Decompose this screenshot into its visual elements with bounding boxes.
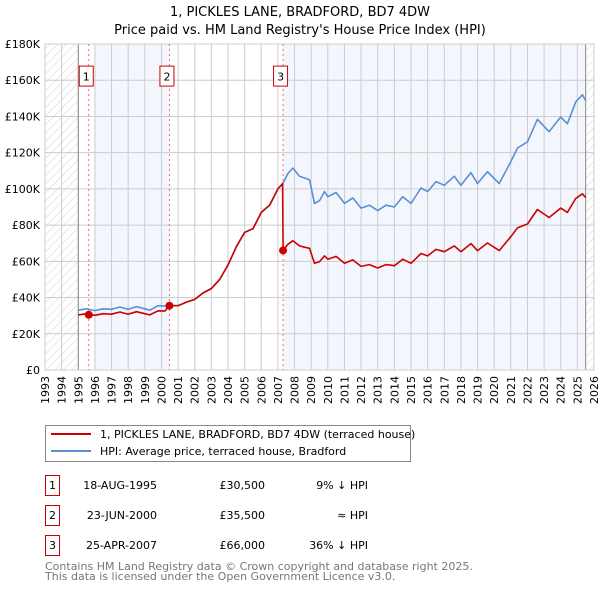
y-tick-label: £0 [26, 364, 40, 377]
x-tick-label: 2014 [388, 376, 401, 404]
x-tick-label: 1993 [39, 376, 52, 404]
x-tick-label: 2005 [239, 376, 252, 404]
row-id: 2 [49, 509, 56, 522]
sale-label-3: 3 [277, 71, 284, 84]
x-tick-label: 2020 [488, 376, 501, 404]
footer-licence: This data is licensed under the Open Gov… [44, 570, 395, 583]
y-tick-label: £60K [12, 255, 41, 268]
footer-copyright: Contains HM Land Registry data © Crown c… [45, 560, 473, 573]
y-tick-label: £140K [5, 110, 41, 123]
x-tick-label: 1998 [122, 376, 135, 404]
x-tick-label: 2001 [172, 376, 185, 404]
grid-lines [44, 43, 595, 371]
sales-table: 1 18-AUG-1995 £30,500 9% ↓ HPI 2 23-JUN-… [45, 475, 368, 556]
row-date: 25-APR-2007 [86, 539, 157, 552]
x-tick-label: 2022 [521, 376, 534, 404]
y-tick-label: £100K [5, 183, 41, 196]
sale-label-box-3 [273, 65, 289, 87]
sale-point-3 [279, 246, 288, 255]
shaded-region [283, 44, 586, 370]
chart-subtitle: Price paid vs. HM Land Registry's House … [114, 23, 486, 38]
x-tick-label: 1999 [139, 376, 152, 404]
x-tick-label: 2013 [372, 376, 385, 404]
sale-label-2: 2 [163, 71, 170, 84]
x-tick-label: 2010 [322, 376, 335, 404]
y-tick-label: £120K [5, 147, 41, 160]
y-axis-ticks: £0 £20K £40K £60K £80K £100K £120K £140K £160K £1… [5, 38, 41, 377]
x-tick-label: 2009 [305, 376, 318, 404]
x-axis-ticks: 1993 1994 1995 1996 1997 1998 1999 2000 2001 2002… [39, 376, 600, 404]
x-tick-label: 2008 [289, 376, 302, 404]
x-tick-label: 2019 [472, 376, 485, 404]
row-price: £30,500 [220, 479, 266, 492]
row-price: £35,500 [220, 509, 266, 522]
x-tick-label: 2006 [255, 376, 268, 404]
row-date: 18-AUG-1995 [83, 479, 157, 492]
chart-title: 1, PICKLES LANE, BRADFORD, BD7 4DW [170, 5, 430, 20]
sale-labels: 1 2 3 [78, 65, 289, 87]
row-price: £66,000 [220, 539, 266, 552]
table-row: 2 23-JUN-2000 £35,500 ≈ HPI [45, 505, 368, 526]
x-tick-label: 2015 [405, 376, 418, 404]
sale-point-2 [165, 301, 174, 310]
row-id: 1 [49, 479, 56, 492]
sale-label-box-2 [159, 65, 175, 87]
sale-label-box-1 [78, 65, 94, 87]
x-tick-label: 2017 [438, 376, 451, 404]
legend: 1, PICKLES LANE, BRADFORD, BD7 4DW (terr… [45, 425, 415, 462]
x-tick-label: 2004 [222, 376, 235, 404]
legend-label-hpi: HPI: Average price, terraced house, Brad… [100, 445, 346, 458]
plot-background [45, 44, 594, 370]
price-paid-line [78, 182, 587, 317]
table-row: 3 25-APR-2007 £66,000 36% ↓ HPI [45, 535, 368, 556]
x-tick-label: 2024 [555, 376, 568, 404]
y-tick-label: £80K [12, 219, 41, 232]
y-tick-label: £20K [12, 328, 41, 341]
table-row: 1 18-AUG-1995 £30,500 9% ↓ HPI [45, 475, 368, 496]
x-tick-label: 2016 [422, 376, 435, 404]
series-lines [78, 93, 587, 317]
plot-border [44, 43, 595, 371]
y-tick-label: £40K [12, 292, 41, 305]
x-tick-label: 2012 [355, 376, 368, 404]
x-tick-label: 2025 [571, 376, 584, 404]
x-tick-label: 2003 [205, 376, 218, 404]
row-hpi: ≈ HPI [337, 509, 368, 522]
row-hpi: 9% ↓ HPI [316, 479, 368, 492]
sale-label-1: 1 [83, 71, 90, 84]
row-date: 23-JUN-2000 [87, 509, 157, 522]
x-tick-label: 2002 [189, 376, 202, 404]
x-tick-label: 2023 [538, 376, 551, 404]
shaded-region [94, 44, 170, 370]
hpi-line [78, 93, 587, 312]
x-tick-label: 2011 [338, 376, 351, 404]
sale-point-1 [84, 310, 93, 319]
x-tick-label: 2000 [155, 376, 168, 404]
x-tick-label: 1997 [106, 376, 119, 404]
x-tick-label: 2018 [455, 376, 468, 404]
x-tick-label: 2007 [272, 376, 285, 404]
row-hpi: 36% ↓ HPI [309, 539, 368, 552]
x-tick-label: 1996 [89, 376, 102, 404]
row-id: 3 [49, 539, 56, 552]
y-tick-label: £160K [5, 74, 41, 87]
x-tick-label: 1994 [56, 376, 69, 404]
x-tick-label: 2026 [588, 376, 600, 404]
x-tick-label: 2021 [505, 376, 518, 404]
legend-label-price: 1, PICKLES LANE, BRADFORD, BD7 4DW (terr… [100, 428, 415, 441]
hatched-region [585, 44, 594, 370]
sale-points [84, 246, 288, 319]
x-tick-label: 1995 [72, 376, 85, 404]
y-tick-label: £180K [5, 38, 41, 51]
